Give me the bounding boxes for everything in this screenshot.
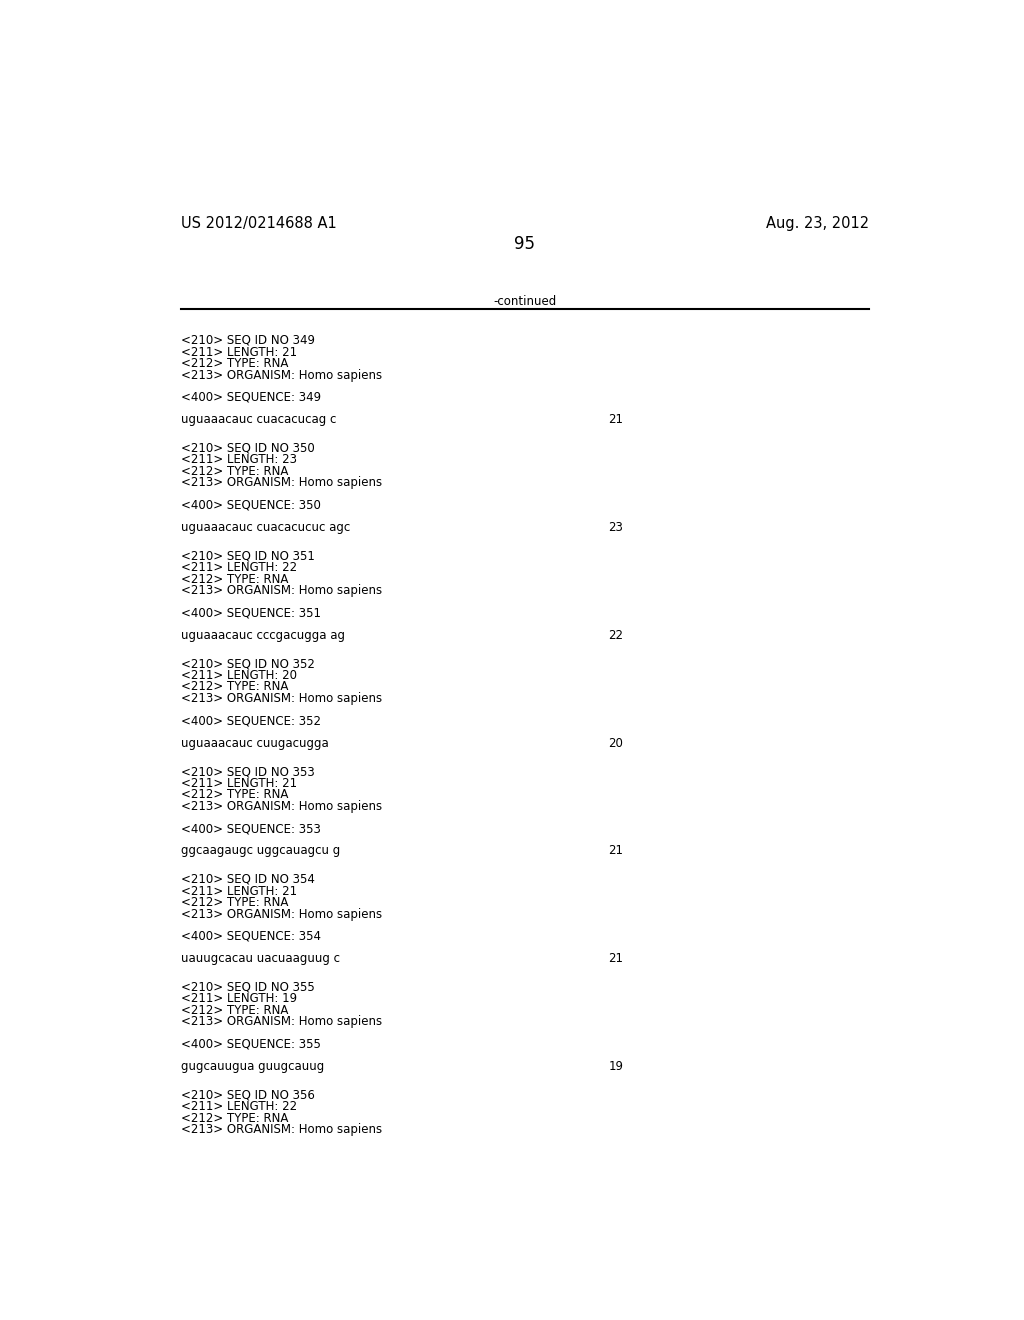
Text: 20: 20 xyxy=(608,737,624,750)
Text: Aug. 23, 2012: Aug. 23, 2012 xyxy=(766,216,869,231)
Text: <213> ORGANISM: Homo sapiens: <213> ORGANISM: Homo sapiens xyxy=(180,585,382,597)
Text: <213> ORGANISM: Homo sapiens: <213> ORGANISM: Homo sapiens xyxy=(180,368,382,381)
Text: <210> SEQ ID NO 350: <210> SEQ ID NO 350 xyxy=(180,442,314,455)
Text: <212> TYPE: RNA: <212> TYPE: RNA xyxy=(180,896,288,909)
Text: 23: 23 xyxy=(608,521,624,535)
Text: gugcauugua guugcauug: gugcauugua guugcauug xyxy=(180,1060,324,1073)
Text: <213> ORGANISM: Homo sapiens: <213> ORGANISM: Homo sapiens xyxy=(180,1015,382,1028)
Text: <212> TYPE: RNA: <212> TYPE: RNA xyxy=(180,1111,288,1125)
Text: <212> TYPE: RNA: <212> TYPE: RNA xyxy=(180,681,288,693)
Text: 22: 22 xyxy=(608,628,624,642)
Text: <400> SEQUENCE: 350: <400> SEQUENCE: 350 xyxy=(180,499,321,512)
Text: <211> LENGTH: 20: <211> LENGTH: 20 xyxy=(180,669,297,682)
Text: <211> LENGTH: 21: <211> LENGTH: 21 xyxy=(180,776,297,789)
Text: <210> SEQ ID NO 355: <210> SEQ ID NO 355 xyxy=(180,981,314,994)
Text: 21: 21 xyxy=(608,845,624,858)
Text: <210> SEQ ID NO 352: <210> SEQ ID NO 352 xyxy=(180,657,314,671)
Text: <211> LENGTH: 22: <211> LENGTH: 22 xyxy=(180,561,297,574)
Text: <213> ORGANISM: Homo sapiens: <213> ORGANISM: Homo sapiens xyxy=(180,908,382,920)
Text: 95: 95 xyxy=(514,235,536,253)
Text: ggcaagaugc uggcauagcu g: ggcaagaugc uggcauagcu g xyxy=(180,845,340,858)
Text: uauugcacau uacuaaguug c: uauugcacau uacuaaguug c xyxy=(180,952,340,965)
Text: uguaaacauc cuugacugga: uguaaacauc cuugacugga xyxy=(180,737,329,750)
Text: <213> ORGANISM: Homo sapiens: <213> ORGANISM: Homo sapiens xyxy=(180,800,382,813)
Text: <213> ORGANISM: Homo sapiens: <213> ORGANISM: Homo sapiens xyxy=(180,692,382,705)
Text: -continued: -continued xyxy=(494,296,556,309)
Text: <210> SEQ ID NO 353: <210> SEQ ID NO 353 xyxy=(180,766,314,779)
Text: <211> LENGTH: 19: <211> LENGTH: 19 xyxy=(180,993,297,1006)
Text: <212> TYPE: RNA: <212> TYPE: RNA xyxy=(180,465,288,478)
Text: <211> LENGTH: 23: <211> LENGTH: 23 xyxy=(180,453,297,466)
Text: <400> SEQUENCE: 354: <400> SEQUENCE: 354 xyxy=(180,929,321,942)
Text: <210> SEQ ID NO 356: <210> SEQ ID NO 356 xyxy=(180,1089,314,1102)
Text: <400> SEQUENCE: 355: <400> SEQUENCE: 355 xyxy=(180,1038,321,1051)
Text: <212> TYPE: RNA: <212> TYPE: RNA xyxy=(180,358,288,370)
Text: <210> SEQ ID NO 349: <210> SEQ ID NO 349 xyxy=(180,334,314,347)
Text: uguaaacauc cuacacucag c: uguaaacauc cuacacucag c xyxy=(180,413,336,426)
Text: <211> LENGTH: 22: <211> LENGTH: 22 xyxy=(180,1100,297,1113)
Text: 19: 19 xyxy=(608,1060,624,1073)
Text: 21: 21 xyxy=(608,413,624,426)
Text: <212> TYPE: RNA: <212> TYPE: RNA xyxy=(180,573,288,586)
Text: <400> SEQUENCE: 349: <400> SEQUENCE: 349 xyxy=(180,391,321,404)
Text: uguaaacauc cccgacugga ag: uguaaacauc cccgacugga ag xyxy=(180,628,345,642)
Text: <212> TYPE: RNA: <212> TYPE: RNA xyxy=(180,788,288,801)
Text: <213> ORGANISM: Homo sapiens: <213> ORGANISM: Homo sapiens xyxy=(180,477,382,490)
Text: 21: 21 xyxy=(608,952,624,965)
Text: <210> SEQ ID NO 351: <210> SEQ ID NO 351 xyxy=(180,549,314,562)
Text: <400> SEQUENCE: 353: <400> SEQUENCE: 353 xyxy=(180,822,321,836)
Text: uguaaacauc cuacacucuc agc: uguaaacauc cuacacucuc agc xyxy=(180,521,350,535)
Text: <211> LENGTH: 21: <211> LENGTH: 21 xyxy=(180,884,297,898)
Text: <400> SEQUENCE: 352: <400> SEQUENCE: 352 xyxy=(180,714,321,727)
Text: <213> ORGANISM: Homo sapiens: <213> ORGANISM: Homo sapiens xyxy=(180,1123,382,1137)
Text: US 2012/0214688 A1: US 2012/0214688 A1 xyxy=(180,216,337,231)
Text: <211> LENGTH: 21: <211> LENGTH: 21 xyxy=(180,346,297,359)
Text: <212> TYPE: RNA: <212> TYPE: RNA xyxy=(180,1003,288,1016)
Text: <210> SEQ ID NO 354: <210> SEQ ID NO 354 xyxy=(180,873,314,886)
Text: <400> SEQUENCE: 351: <400> SEQUENCE: 351 xyxy=(180,607,321,619)
